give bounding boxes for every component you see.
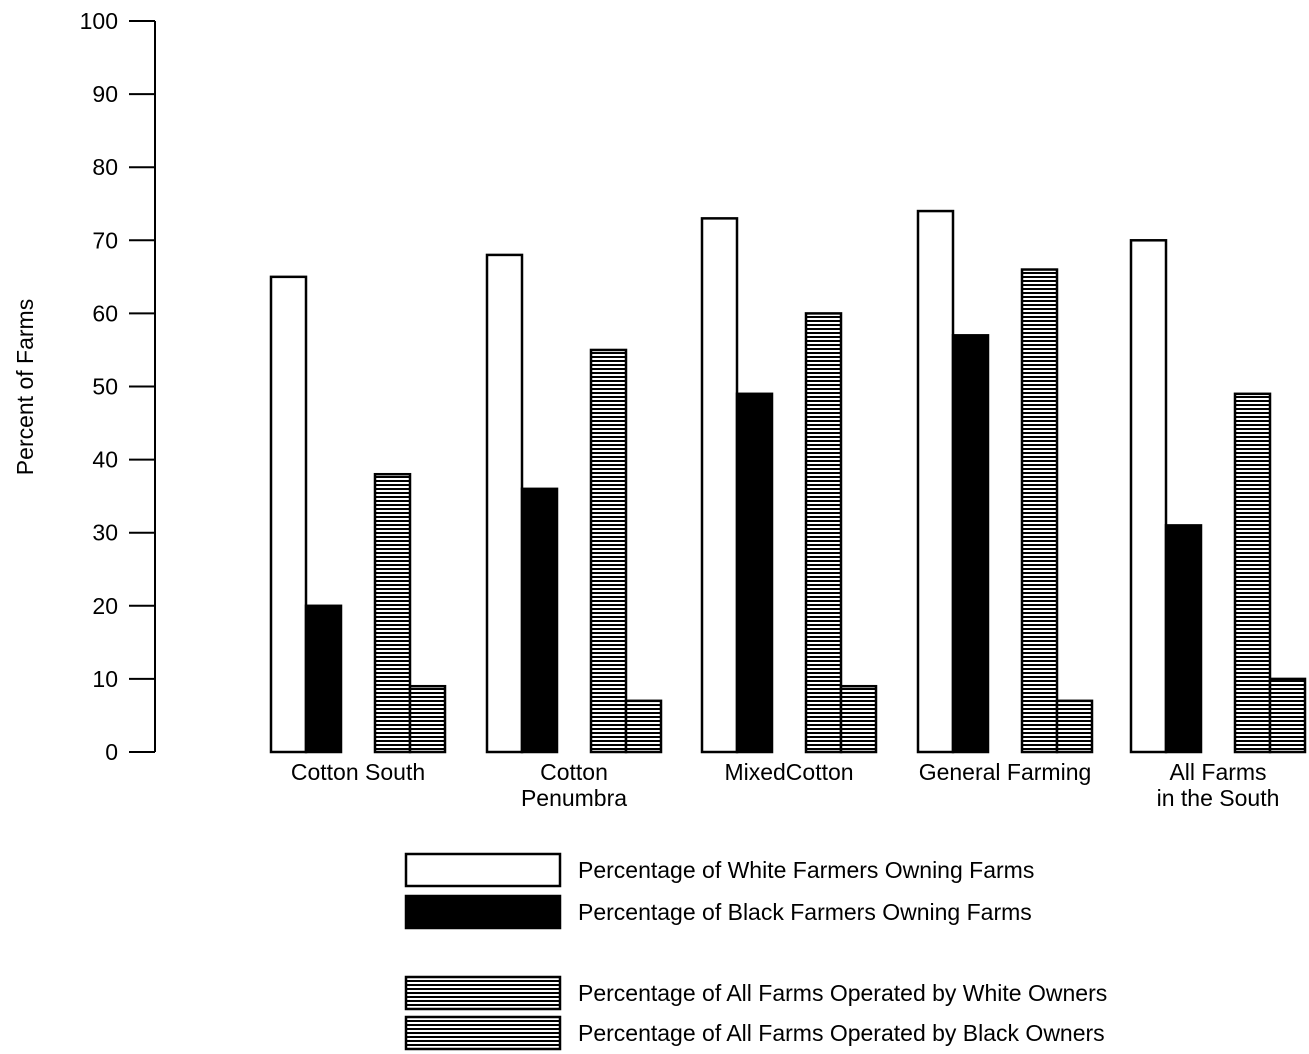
y-tick-label: 60 [92, 300, 118, 326]
category-label: Cotton [540, 759, 608, 785]
y-tick-label: 70 [92, 227, 118, 253]
category-label: Cotton South [291, 759, 425, 785]
bars [269, 209, 1307, 754]
bar [1020, 268, 1059, 754]
bar [700, 217, 739, 754]
category-label: Penumbra [521, 785, 627, 811]
bar [1268, 677, 1307, 754]
legend-label: Percentage of All Farms Operated by Whit… [578, 980, 1107, 1006]
bar [804, 312, 843, 754]
category-label: All Farms [1169, 759, 1266, 785]
y-tick-label: 80 [92, 154, 118, 180]
y-tick-label: 90 [92, 81, 118, 107]
y-tick-label: 40 [92, 447, 118, 473]
y-tick-label: 100 [80, 8, 118, 34]
legend-label: Percentage of White Farmers Owning Farms [578, 857, 1034, 883]
legend-label: Percentage of All Farms Operated by Blac… [578, 1020, 1105, 1046]
bar [1129, 239, 1168, 754]
bar [624, 699, 663, 754]
bar [839, 684, 878, 754]
category-label: General Farming [919, 759, 1092, 785]
legend-swatch [404, 852, 562, 888]
y-tick-label: 10 [92, 666, 118, 692]
bar [1055, 699, 1094, 754]
y-tick-label: 20 [92, 593, 118, 619]
y-axis: 0 10 20 30 40 50 60 70 80 90 100 Percent of Farms [12, 8, 156, 765]
bar [304, 604, 343, 754]
legend: Percentage of White Farmers Owning Farms… [404, 852, 1107, 1051]
bar [1233, 392, 1272, 754]
bar [951, 334, 990, 754]
bar [916, 209, 955, 754]
bar [1164, 524, 1203, 754]
bar [520, 487, 559, 754]
category-label: MixedCotton [724, 759, 853, 785]
legend-swatch [404, 1015, 562, 1051]
bar [408, 684, 447, 754]
legend-swatch [404, 975, 562, 1011]
bar [269, 275, 308, 754]
bar [735, 392, 774, 754]
y-axis-title: Percent of Farms [12, 299, 38, 475]
y-tick-label: 30 [92, 520, 118, 546]
bar [589, 348, 628, 754]
legend-swatch [404, 894, 562, 930]
bar [373, 472, 412, 754]
y-tick-label: 0 [105, 739, 118, 765]
y-tick-label: 50 [92, 374, 118, 400]
legend-label: Percentage of Black Farmers Owning Farms [578, 899, 1032, 925]
category-label: in the South [1157, 785, 1280, 811]
bar [485, 253, 524, 754]
